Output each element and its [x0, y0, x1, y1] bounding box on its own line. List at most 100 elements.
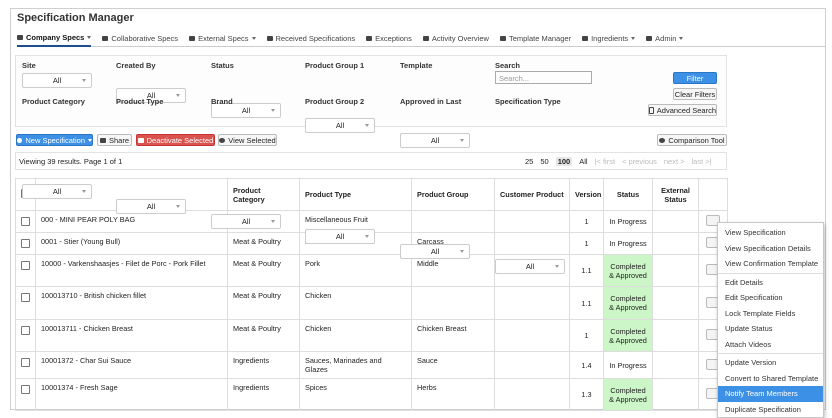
page-size[interactable]: 50: [540, 157, 549, 166]
select-caret: [271, 109, 275, 112]
table-cell: 1: [569, 210, 604, 233]
filter-select[interactable]: All: [495, 259, 565, 274]
new-spec-button[interactable]: New Specification: [16, 134, 93, 146]
tab-icon: [366, 35, 373, 41]
icon: [17, 137, 23, 143]
menu-item[interactable]: Edit Specification: [725, 293, 783, 302]
table-cell: Ingredients: [227, 378, 300, 411]
menu-item[interactable]: View Specification Details: [725, 243, 811, 253]
share-button[interactable]: Share: [97, 134, 132, 146]
table-cell: Ingredients: [227, 351, 300, 379]
menu-divider: [718, 272, 823, 274]
advanced-search-button[interactable]: Advanced Search: [648, 104, 717, 116]
column-header: Product Category: [227, 178, 300, 211]
filter-select[interactable]: All: [22, 73, 92, 88]
page-nav[interactable]: |< first: [594, 157, 616, 166]
nav-tab[interactable]: Ingredients: [582, 30, 636, 46]
filter-select[interactable]: All: [211, 214, 281, 229]
select-caret: [365, 124, 369, 127]
filter-label: Status: [211, 61, 234, 70]
table-cell: [652, 351, 699, 379]
menu-item[interactable]: Duplicate Specification: [725, 404, 801, 414]
nav-tab[interactable]: Company Specs: [17, 29, 92, 47]
view-selected-button[interactable]: View Selected: [218, 134, 277, 146]
table-cell: [494, 286, 570, 320]
filter-select[interactable]: All: [116, 199, 186, 214]
filter-select[interactable]: All: [116, 88, 186, 103]
menu-item[interactable]: View Specification: [725, 228, 786, 237]
menu-item[interactable]: Update Status: [725, 324, 773, 333]
table-row: 10000 - Varkenshaasjes - Filet de Porc -…: [15, 254, 728, 287]
menu-item[interactable]: Update Version: [725, 358, 777, 367]
select-value: All: [430, 247, 440, 256]
checkbox[interactable]: [21, 293, 30, 302]
table-cell: [652, 378, 699, 411]
tab-icon: [266, 35, 273, 41]
menu-item[interactable]: Lock Template Fields: [725, 308, 796, 318]
table-cell: 10000 - Varkenshaasjes - Filet de Porc -…: [35, 254, 228, 287]
checkbox[interactable]: [21, 217, 30, 226]
cell: [15, 378, 36, 411]
page-size[interactable]: 100: [555, 157, 573, 166]
filter-select[interactable]: All: [400, 244, 470, 259]
menu-item[interactable]: Convert to Shared Template: [725, 373, 819, 383]
page-nav[interactable]: next >: [663, 157, 685, 166]
icon: [137, 137, 144, 143]
menu-item[interactable]: Attach Videos: [725, 339, 772, 349]
menu-item[interactable]: Edit Details: [725, 277, 763, 287]
table-row: 0001 - Stier (Young Bull)Meat & PoultryB…: [15, 232, 728, 255]
nav-tab[interactable]: Collaborative Specs: [102, 30, 178, 46]
nav-tab[interactable]: Admin: [646, 30, 684, 46]
label: Comparison Tool: [668, 135, 725, 145]
action-button[interactable]: [706, 215, 720, 226]
nav-tab[interactable]: Template Manager: [499, 30, 571, 46]
table-cell: [494, 378, 570, 411]
tab-icon: [189, 35, 196, 41]
page-size[interactable]: All: [579, 157, 588, 166]
header-cell: [698, 178, 728, 211]
clear-filters-button[interactable]: Clear Filters: [673, 88, 717, 100]
page-nav[interactable]: last >|: [691, 157, 712, 166]
filter-select[interactable]: All: [305, 229, 375, 244]
filter-label: Specification Type: [495, 97, 561, 106]
column-header: Product Group: [411, 178, 495, 211]
page-nav[interactable]: < previous: [622, 157, 657, 166]
table-cell: Completed & Approved: [603, 378, 653, 411]
checkbox[interactable]: [21, 326, 30, 335]
select-caret: [365, 235, 369, 238]
select-caret: [460, 139, 464, 142]
nav-tab[interactable]: External Specs: [189, 30, 256, 46]
comparison-button[interactable]: Comparison Tool: [657, 134, 727, 146]
table-cell: Chicken: [299, 319, 412, 352]
select-value: All: [430, 136, 440, 145]
table-cell: 1: [569, 319, 604, 352]
filter-select[interactable]: All: [211, 103, 281, 118]
search-input[interactable]: Search...: [495, 71, 592, 84]
deactivate-button[interactable]: Deactivate Selected: [136, 134, 215, 146]
page-size[interactable]: 25: [525, 157, 534, 166]
nav-tab[interactable]: Exceptions: [366, 30, 412, 46]
tab-label: Activity Overview: [431, 33, 489, 43]
table-row: 10001372 - Char Sui Sauce Ingredients Sauc…: [15, 351, 728, 379]
cell: [15, 319, 36, 352]
cell: [15, 286, 36, 320]
nav-tab[interactable]: Received Specifications: [266, 30, 355, 46]
checkbox[interactable]: [21, 358, 30, 367]
menu-item[interactable]: Notify Team Members: [718, 386, 823, 402]
checkbox[interactable]: [21, 261, 30, 270]
column-header: External Status: [652, 178, 699, 211]
filter-button[interactable]: Filter: [673, 72, 717, 84]
filter-select[interactable]: All: [305, 118, 375, 133]
filter-select[interactable]: All: [400, 133, 470, 148]
checkbox[interactable]: [21, 239, 30, 248]
table-cell: [411, 210, 495, 233]
nav-tab[interactable]: Activity Overview: [422, 30, 489, 46]
menu-divider: [718, 353, 823, 354]
checkbox[interactable]: [21, 385, 30, 394]
select-caret: [176, 205, 180, 208]
table-cell: [494, 210, 570, 233]
select-caret: [271, 220, 275, 223]
filter-select[interactable]: All: [22, 184, 92, 199]
menu-item[interactable]: View Confirmation Template: [725, 259, 819, 268]
icon: [99, 137, 106, 143]
